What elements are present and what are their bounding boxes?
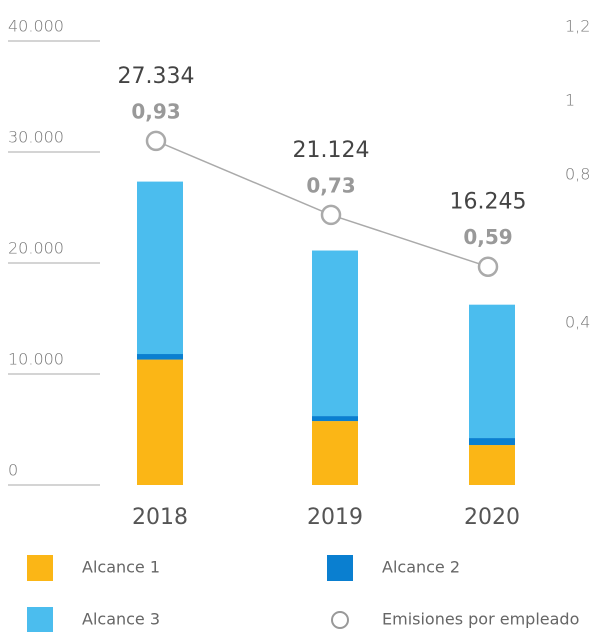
total-label: 21.124 (293, 138, 370, 163)
bar-segment (137, 359, 183, 485)
bar-segment (137, 181, 183, 355)
x-tick-label: 2020 (464, 505, 520, 530)
bar-segment (312, 250, 358, 417)
legend-label: Alcance 2 (382, 558, 460, 577)
bar-segment (469, 445, 515, 485)
y-tick-label: 40.000 (8, 17, 64, 36)
bar-segment (312, 421, 358, 485)
point-label: 0,93 (131, 99, 180, 123)
bar-segment (312, 416, 358, 422)
legend-label: Alcance 1 (82, 558, 160, 577)
x-tick-label: 2019 (307, 505, 363, 530)
y2-tick-label: 0,4 (565, 313, 590, 332)
legend-swatch (327, 555, 353, 581)
y-tick-label: 20.000 (8, 239, 64, 258)
y2-tick-label: 1 (565, 91, 575, 110)
y2-tick-label: 0,8 (565, 165, 590, 184)
legend-label: Emisiones por empleado (382, 610, 579, 629)
bar-segment (137, 354, 183, 360)
bar-segment (469, 438, 515, 446)
legend-label: Alcance 3 (82, 610, 160, 629)
point-label: 0,59 (463, 225, 512, 249)
line-point (477, 256, 499, 277)
x-tick-label: 2018 (132, 505, 188, 530)
total-label: 27.334 (118, 64, 195, 89)
line-point (320, 204, 342, 226)
total-label: 16.245 (450, 190, 527, 215)
y2-tick-label: 1,2 (565, 17, 590, 36)
line-point (145, 130, 167, 152)
legend-swatch (27, 555, 53, 581)
legend-swatch (27, 607, 53, 632)
bar-segment (469, 304, 515, 439)
point-label: 0,73 (306, 173, 355, 197)
y-tick-label: 0 (8, 461, 18, 480)
y-tick-label: 10.000 (8, 350, 64, 369)
legend-swatch (331, 611, 349, 629)
y-tick-label: 30.000 (8, 128, 64, 147)
